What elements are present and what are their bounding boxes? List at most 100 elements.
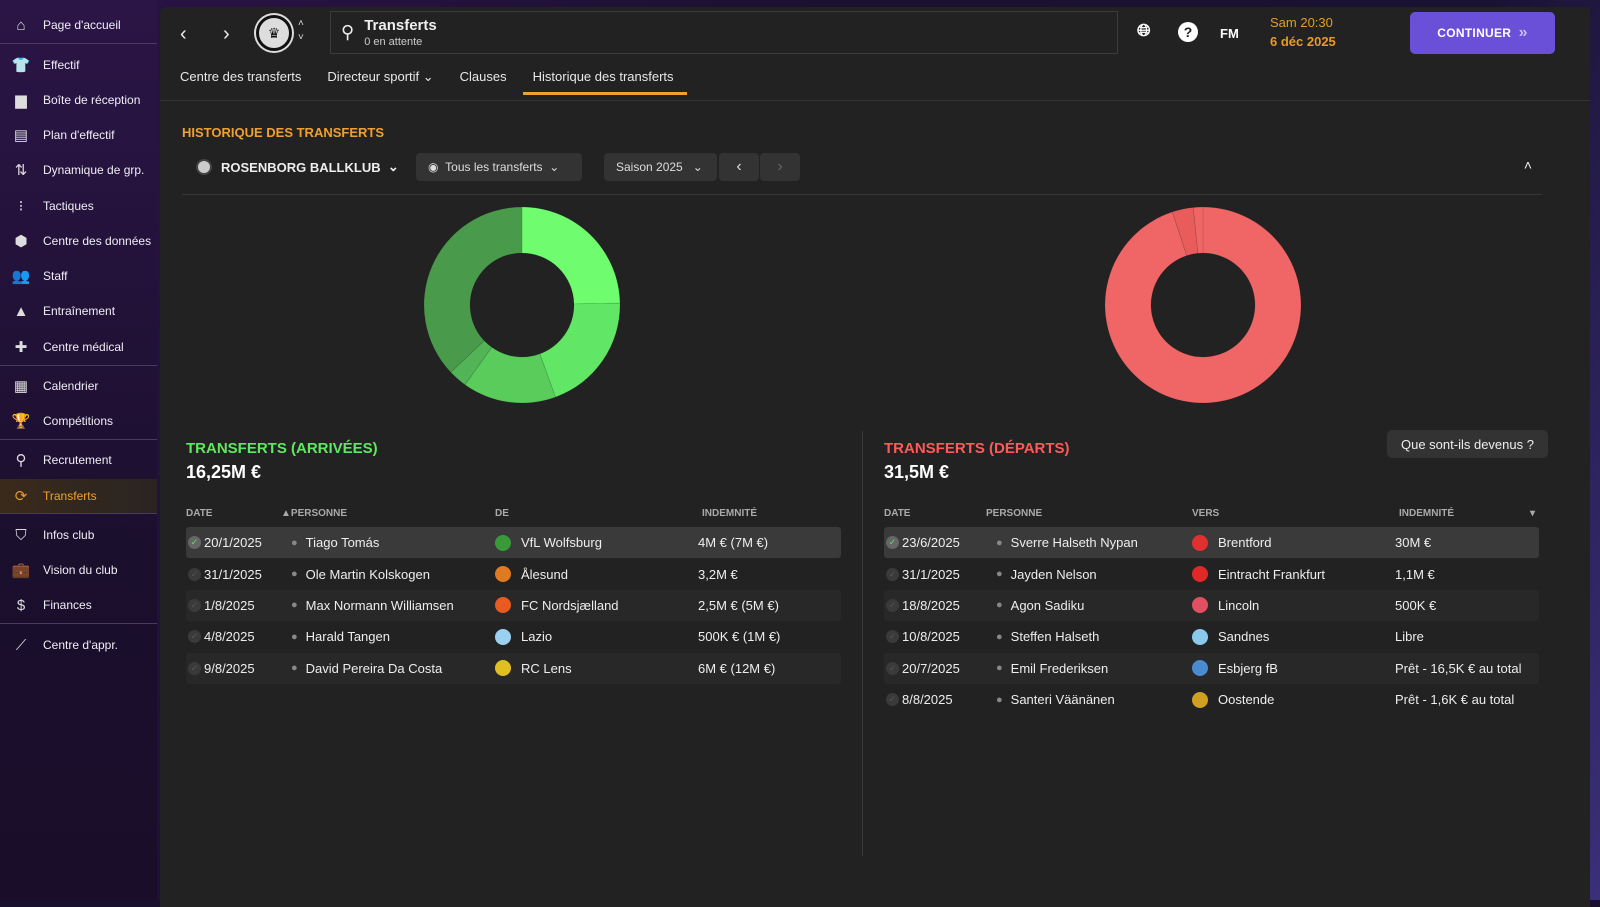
club-crest-icon xyxy=(1192,628,1208,645)
table-row[interactable]: ✓ 31/1/2025 ● Jayden Nelson Eintracht Fran… xyxy=(884,558,1539,589)
transfer-fee: 3,2M € xyxy=(698,566,738,582)
departures-slice[interactable] xyxy=(1104,206,1302,404)
column-person[interactable]: PERSONNE xyxy=(986,507,1043,519)
club-name[interactable]: Oostende xyxy=(1218,692,1275,708)
column-fee[interactable]: INDEMNITÉ xyxy=(1399,507,1454,519)
table-row[interactable]: ✓ 31/1/2025 ● Ole Martin Kolskogen Ålesund… xyxy=(186,558,841,589)
sidebar-item-entrai-nement[interactable]: ▲ Entraînement xyxy=(0,294,157,328)
club-badge[interactable]: ♛ xyxy=(256,15,292,51)
player-name[interactable]: Emil Frederiksen xyxy=(1010,660,1109,676)
sidebar-item-recrutement[interactable]: ⚲ Recrutement xyxy=(0,443,157,477)
departures-table: DATE PERSONNE VERS INDEMNITÉ ▾ ✓ 23/6/202… xyxy=(884,499,1539,715)
club-name[interactable]: Lazio xyxy=(521,629,553,645)
player-name[interactable]: David Pereira Da Costa xyxy=(305,660,443,676)
sidebar-item-staff[interactable]: 👥 Staff xyxy=(0,259,157,293)
table-row[interactable]: ✓ 8/8/2025 ● Santeri Väänänen Oostende Prê… xyxy=(884,684,1539,715)
player-name[interactable]: Santeri Väänänen xyxy=(1010,692,1115,708)
season-dropdown[interactable]: Saison 2025 ⌄ xyxy=(604,153,717,181)
continue-button[interactable]: CONTINUER » xyxy=(1410,12,1555,54)
sidebar-item-centre-des-donne-es[interactable]: ⬢ Centre des données xyxy=(0,224,157,258)
player-name[interactable]: Max Normann Williamsen xyxy=(305,597,454,613)
help-icon[interactable]: ? xyxy=(1178,22,1198,42)
club-name[interactable]: RC Lens xyxy=(521,660,572,676)
table-row[interactable]: ✓ 23/6/2025 ● Sverre Halseth Nypan Brentfo… xyxy=(884,527,1539,559)
sort-icon[interactable]: ▾ xyxy=(1529,507,1535,519)
club-name[interactable]: FC Nordsjælland xyxy=(521,597,619,613)
sidebar-item-effectif[interactable]: 👕 Effectif xyxy=(0,48,157,82)
club-name[interactable]: Eintracht Frankfurt xyxy=(1218,566,1325,582)
sidebar-item-compe-titions[interactable]: 🏆 Compétitions xyxy=(0,404,157,438)
fm-menu-button[interactable]: FM xyxy=(1220,26,1239,41)
arrivals-slice[interactable] xyxy=(539,302,621,398)
column-date[interactable]: DATE xyxy=(884,507,911,519)
transfer-type-dropdown[interactable]: ◉ Tous les transferts ⌄ xyxy=(416,153,582,181)
column-person[interactable]: ▲PERSONNE xyxy=(281,507,348,519)
table-row[interactable]: ✓ 4/8/2025 ● Harald Tangen Lazio 500K € (1… xyxy=(186,621,841,652)
check-icon: ✓ xyxy=(188,536,201,550)
collapse-chevron-up-icon[interactable]: ˄ xyxy=(1523,157,1532,173)
search-box[interactable]: ⚲ Transferts 0 en attente xyxy=(330,11,1118,54)
sidebar-item-calendrier[interactable]: ▦ Calendrier xyxy=(0,369,157,403)
tab-transfer-history[interactable]: Historique des transferts xyxy=(522,69,687,95)
check-icon: ✓ xyxy=(886,661,899,675)
sidebar-item-infos-club[interactable]: ⛉ Infos club xyxy=(0,518,157,552)
sidebar-item-vision-du-club[interactable]: 💼 Vision du club xyxy=(0,553,157,587)
back-button[interactable]: ‹ xyxy=(180,23,187,45)
sidebar-item-dynamique-de-grp-[interactable]: ⇅ Dynamique de grp. xyxy=(0,153,157,187)
globe-icon[interactable]: 🌐︎ xyxy=(1137,21,1151,40)
table-row[interactable]: ✓ 1/8/2025 ● Max Normann Williamsen FC Nor… xyxy=(186,589,841,622)
player-name[interactable]: Ole Martin Kolskogen xyxy=(305,566,430,582)
sidebar-item-tactiques[interactable]: ⁝ Tactiques xyxy=(0,189,157,223)
club-name[interactable]: Sandnes xyxy=(1218,629,1270,645)
player-name[interactable]: Steffen Halseth xyxy=(1010,629,1100,645)
sidebar-item-transferts[interactable]: ⟳ Transferts xyxy=(0,479,157,513)
column-fee[interactable]: INDEMNITÉ xyxy=(702,507,757,519)
tab-clauses[interactable]: Clauses xyxy=(459,69,507,84)
main-panel: ‹ › ♛ ˄ ˅ ⚲ Transferts 0 en attente 🌐︎ ? … xyxy=(160,7,1590,907)
column-date[interactable]: DATE xyxy=(186,507,213,519)
arrivals-slice[interactable] xyxy=(521,206,621,305)
sidebar-item-plan-d-effectif[interactable]: ▤ Plan d'effectif xyxy=(0,118,157,152)
player-name[interactable]: Jayden Nelson xyxy=(1010,566,1097,582)
arrivals-slice[interactable] xyxy=(450,340,493,386)
table-row[interactable]: ✓ 20/7/2025 ● Emil Frederiksen Esbjerg fB … xyxy=(884,652,1539,684)
tab-director-of-football[interactable]: Directeur sportif ⌄ xyxy=(327,69,434,84)
player-name[interactable]: Sverre Halseth Nypan xyxy=(1010,535,1138,551)
tab-transfer-centre[interactable]: Centre des transferts xyxy=(180,69,302,84)
check-icon: ✓ xyxy=(886,630,899,644)
top-bar: ‹ › ♛ ˄ ˅ ⚲ Transferts 0 en attente 🌐︎ ? … xyxy=(160,7,1590,67)
column-club[interactable]: VERS xyxy=(1192,507,1220,519)
departures-slice[interactable] xyxy=(1171,207,1199,256)
previous-season-button[interactable]: ‹ xyxy=(719,153,759,181)
what-happened-button[interactable]: Que sont-ils devenus ? xyxy=(1387,430,1548,458)
next-season-button[interactable]: › xyxy=(760,153,800,181)
sidebar-item-finances[interactable]: $ Finances xyxy=(0,588,157,622)
forward-button[interactable]: › xyxy=(223,23,230,45)
club-selector[interactable]: ROSENBORG BALLKLUB ⌄ xyxy=(196,159,399,175)
divider xyxy=(182,194,1542,195)
column-club[interactable]: DE xyxy=(495,507,509,519)
club-name[interactable]: Ålesund xyxy=(521,566,568,582)
player-name[interactable]: Agon Sadiku xyxy=(1010,597,1085,613)
arrivals-slice[interactable] xyxy=(464,346,556,404)
club-name[interactable]: Lincoln xyxy=(1218,597,1260,613)
table-row[interactable]: ✓ 18/8/2025 ● Agon Sadiku Lincoln 500K € xyxy=(884,589,1539,622)
departures-slice[interactable] xyxy=(1192,206,1204,254)
arrivals-slice[interactable] xyxy=(423,206,523,373)
club-switch-arrows[interactable]: ˄ ˅ xyxy=(298,18,304,43)
club-name[interactable]: Brentford xyxy=(1218,535,1272,551)
club-name[interactable]: Esbjerg fB xyxy=(1218,660,1278,676)
sidebar-item-page-d-accueil[interactable]: ⌂ Page d'accueil xyxy=(0,8,157,42)
check-icon: ✓ xyxy=(188,598,201,612)
table-row[interactable]: ✓ 9/8/2025 ● David Pereira Da Costa RC Len… xyxy=(186,652,841,684)
table-row[interactable]: ✓ 10/8/2025 ● Steffen Halseth Sandnes Libr… xyxy=(884,621,1539,652)
table-row[interactable]: ✓ 20/1/2025 ● Tiago Tomás VfL Wolfsburg 4M… xyxy=(186,527,841,559)
sidebar-item-boi-te-de-re-ception[interactable]: ▆ Boîte de réception xyxy=(0,83,157,117)
player-name[interactable]: Harald Tangen xyxy=(305,629,390,645)
transfer-fee: 500K € xyxy=(1395,597,1437,613)
sidebar-item-centre-d-appr-[interactable]: ⟋ Centre d'appr. xyxy=(0,628,157,662)
club-name[interactable]: VfL Wolfsburg xyxy=(521,535,602,551)
sidebar-item-centre-me-dical[interactable]: ✚ Centre médical xyxy=(0,330,157,364)
sidebar-item-label: Compétitions xyxy=(43,414,114,428)
player-name[interactable]: Tiago Tomás xyxy=(305,535,380,551)
